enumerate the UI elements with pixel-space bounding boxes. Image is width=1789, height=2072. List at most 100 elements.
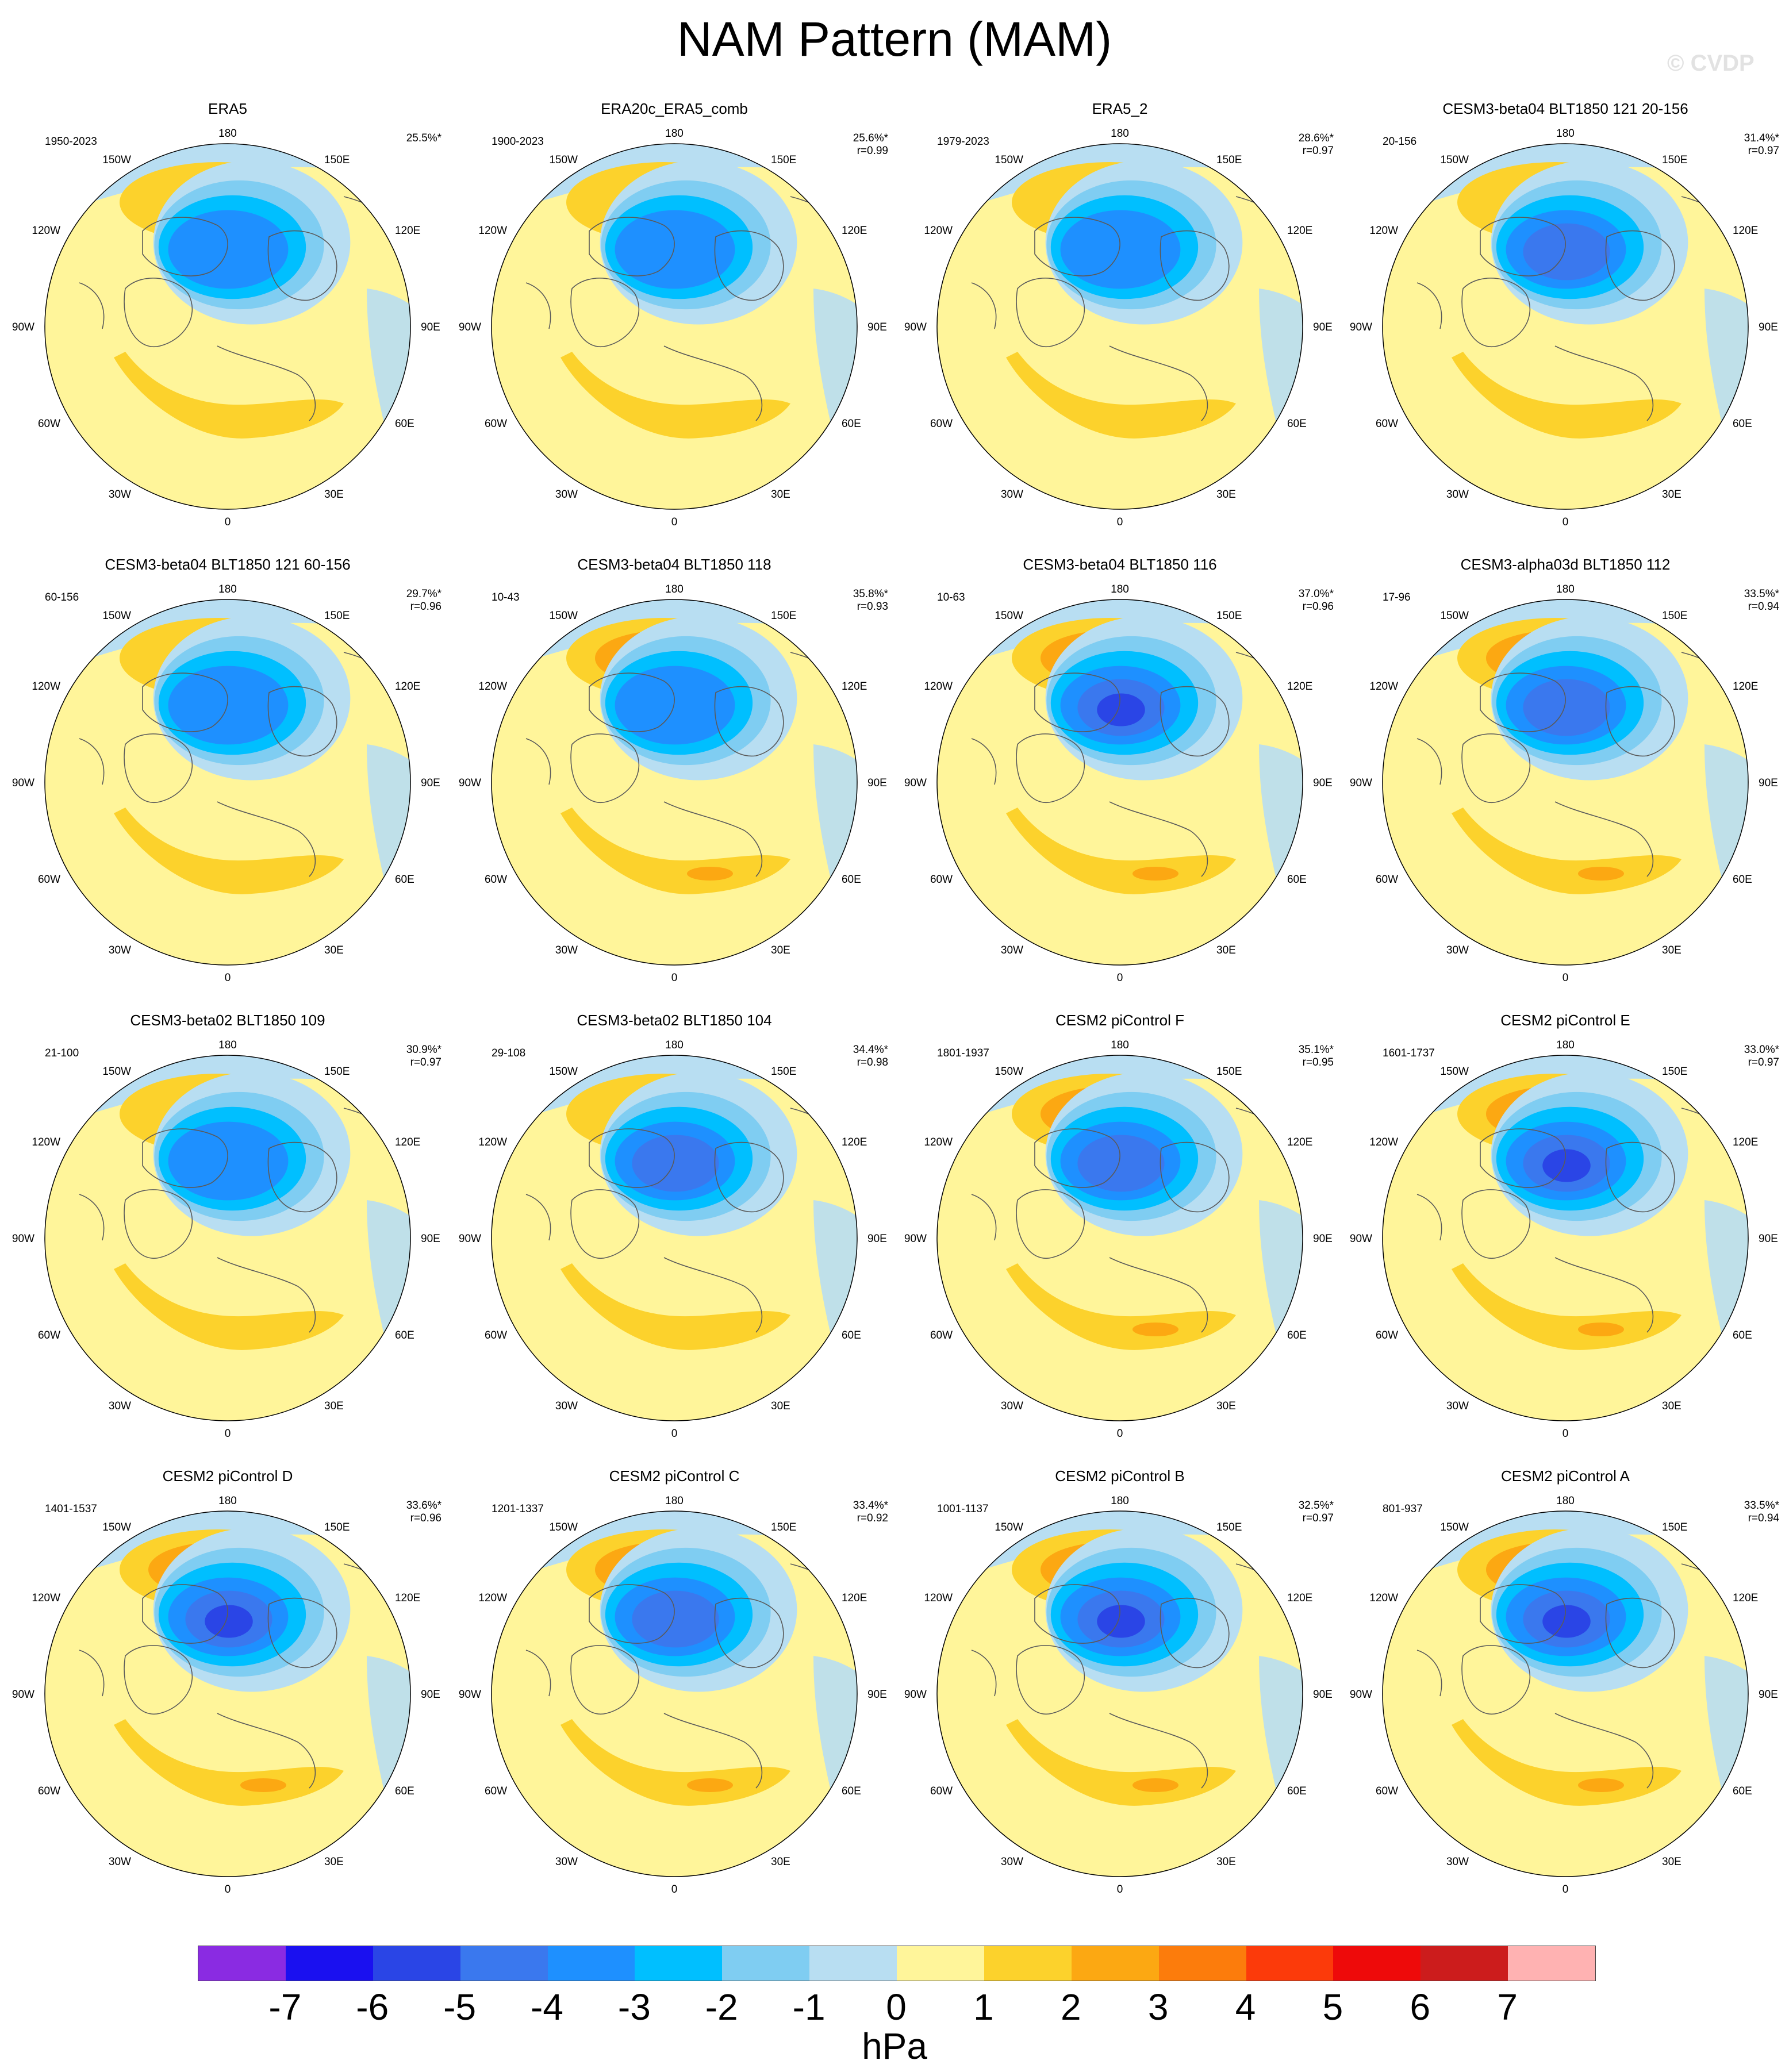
colorbar-labels: -7 -6 -5 -4 -3 -2 -1 0 1 2 3 4 5 6 7 (198, 1986, 1595, 2032)
polar-map: 180 150E 120E 90E 60E 30E 0 30W 60W 90W 120W 150W (904, 1039, 1333, 1440)
longitude-label: 30E (771, 1856, 790, 1868)
longitude-label: 60E (1287, 1329, 1307, 1341)
polar-map: 180 150E 120E 90E 60E 30E 0 30W 60W 90W 120W 150W (459, 128, 887, 528)
map-boundary (491, 143, 858, 510)
longitude-label: 60E (1287, 418, 1307, 430)
panel-variance-percent: 28.6%* (1298, 132, 1334, 144)
positive-contour-atlantic (1132, 867, 1178, 881)
longitude-label: 180 (665, 1495, 684, 1507)
coastline (1605, 686, 1675, 757)
longitude-label: 150W (102, 610, 131, 622)
colorbar-swatch (198, 1946, 286, 1981)
map-boundary (44, 143, 411, 510)
negative-contour-north-pacific (492, 599, 857, 672)
longitude-label: 150E (1216, 1066, 1242, 1078)
coastline (217, 345, 316, 421)
map-panel: CESM2 piControl A 801-937 33.5%* r=0.94 180 1… (1350, 1466, 1789, 1920)
negative-contour-arctic (1077, 1135, 1165, 1192)
map-boundary (1382, 1510, 1749, 1877)
negative-contour-eurasia (813, 1200, 857, 1384)
map-panel: CESM3-beta04 BLT1850 121 60-156 60-156 29.… (12, 555, 482, 1009)
longitude-label: 90W (12, 777, 34, 789)
negative-contour-north-pacific (1383, 144, 1748, 217)
longitude-label: 150W (102, 154, 131, 166)
negative-contour-eurasia (1704, 289, 1748, 472)
colorbar-swatch (984, 1946, 1072, 1981)
positive-contour-atlantic (114, 1263, 344, 1350)
polar-map: 180 150E 120E 90E 60E 30E 0 30W 60W 90W 120W 150W (459, 1495, 887, 1896)
longitude-label: 60W (485, 1785, 507, 1797)
longitude-label: 60E (1287, 1785, 1307, 1797)
coastline (79, 738, 105, 785)
coastline (1461, 278, 1531, 348)
longitude-label: 30W (1446, 1856, 1469, 1868)
map-panel: CESM2 piControl C 1201-1337 33.4%* r=0.92 18… (459, 1466, 928, 1920)
panel-stats: 34.4%* r=0.98 (813, 1044, 888, 1069)
coastline (663, 1257, 763, 1333)
longitude-label: 120E (1733, 1592, 1758, 1604)
panel-stats: 33.5%* r=0.94 (1704, 1500, 1779, 1525)
panel-variance-percent: 35.8%* (853, 588, 888, 600)
negative-contour-north-pacific (492, 1055, 857, 1128)
positive-contour-atlantic (1452, 352, 1681, 439)
map-panel: CESM2 piControl D 1401-1537 33.6%* r=0.96 18… (12, 1466, 482, 1920)
longitude-label: 120W (1369, 225, 1398, 237)
longitude-label: 180 (1556, 1495, 1575, 1507)
panel-stats: 31.4%* r=0.97 (1704, 132, 1779, 157)
negative-contour-arctic (168, 210, 289, 289)
positive-contour-atlantic (687, 1778, 733, 1792)
positive-contour-atlantic (560, 1719, 790, 1806)
longitude-label: 30W (1001, 944, 1023, 956)
coastline (1034, 1584, 1120, 1644)
panel-title: CESM2 piControl F (1055, 1012, 1184, 1029)
longitude-label: 0 (671, 972, 678, 984)
longitude-label: 0 (671, 1428, 678, 1440)
longitude-label: 150W (1440, 1066, 1469, 1078)
panel-year-range: 1601-1737 (1383, 1047, 1435, 1059)
coastline (1416, 282, 1442, 329)
longitude-label: 60E (395, 418, 414, 430)
panel-pattern-correlation: r=0.97 (1302, 145, 1334, 157)
longitude-label: 90E (867, 1233, 887, 1245)
coastline (1109, 345, 1208, 421)
positive-contour-atlantic (1006, 352, 1236, 439)
positive-contour-atlantic (114, 1719, 344, 1806)
longitude-label: 90W (904, 1233, 927, 1245)
colorbar-swatch (547, 1946, 635, 1981)
longitude-label: 180 (218, 128, 237, 140)
longitude-label: 0 (225, 972, 231, 984)
coastline (142, 672, 228, 732)
longitude-label: 60E (842, 418, 861, 430)
map-boundary (1382, 143, 1749, 510)
map-panel: CESM2 piControl B 1001-1137 32.5%* r=0.97 18… (904, 1466, 1374, 1920)
map-boundary (491, 599, 858, 966)
longitude-label: 120W (32, 225, 60, 237)
longitude-label: 150E (771, 610, 796, 622)
map-panel: CESM3-beta04 BLT1850 118 10-43 35.8%* r=0.9… (459, 555, 928, 1009)
longitude-label: 150W (102, 1066, 131, 1078)
panel-year-range: 801-937 (1383, 1503, 1423, 1515)
longitude-label: 120E (842, 225, 867, 237)
panel-year-range: 17-96 (1383, 591, 1411, 603)
longitude-label: 90W (1350, 1689, 1372, 1701)
longitude-label: 120W (478, 1592, 507, 1604)
colorbar-tick-label: -3 (617, 1986, 651, 2028)
longitude-label: 120E (395, 681, 420, 693)
map-panel: CESM2 piControl F 1801-1937 35.1%* r=0.95 18… (904, 1010, 1374, 1464)
negative-contour-arctic (632, 1135, 719, 1192)
longitude-label: 150W (1440, 1521, 1469, 1533)
colorbar-swatch (897, 1946, 984, 1981)
coastline (1416, 738, 1442, 785)
longitude-label: 0 (671, 1883, 678, 1896)
longitude-label: 60E (1733, 1329, 1752, 1341)
positive-contour-atlantic (687, 867, 733, 881)
panel-variance-percent: 30.9%* (406, 1044, 442, 1056)
panel-year-range: 10-63 (937, 591, 965, 603)
longitude-label: 150W (102, 1521, 131, 1533)
longitude-label: 120W (924, 1592, 953, 1604)
positive-contour-atlantic (1006, 808, 1236, 894)
coastline (1416, 1194, 1442, 1241)
longitude-label: 120W (32, 1592, 60, 1604)
longitude-label: 90W (1350, 777, 1372, 789)
coastline (570, 278, 640, 348)
